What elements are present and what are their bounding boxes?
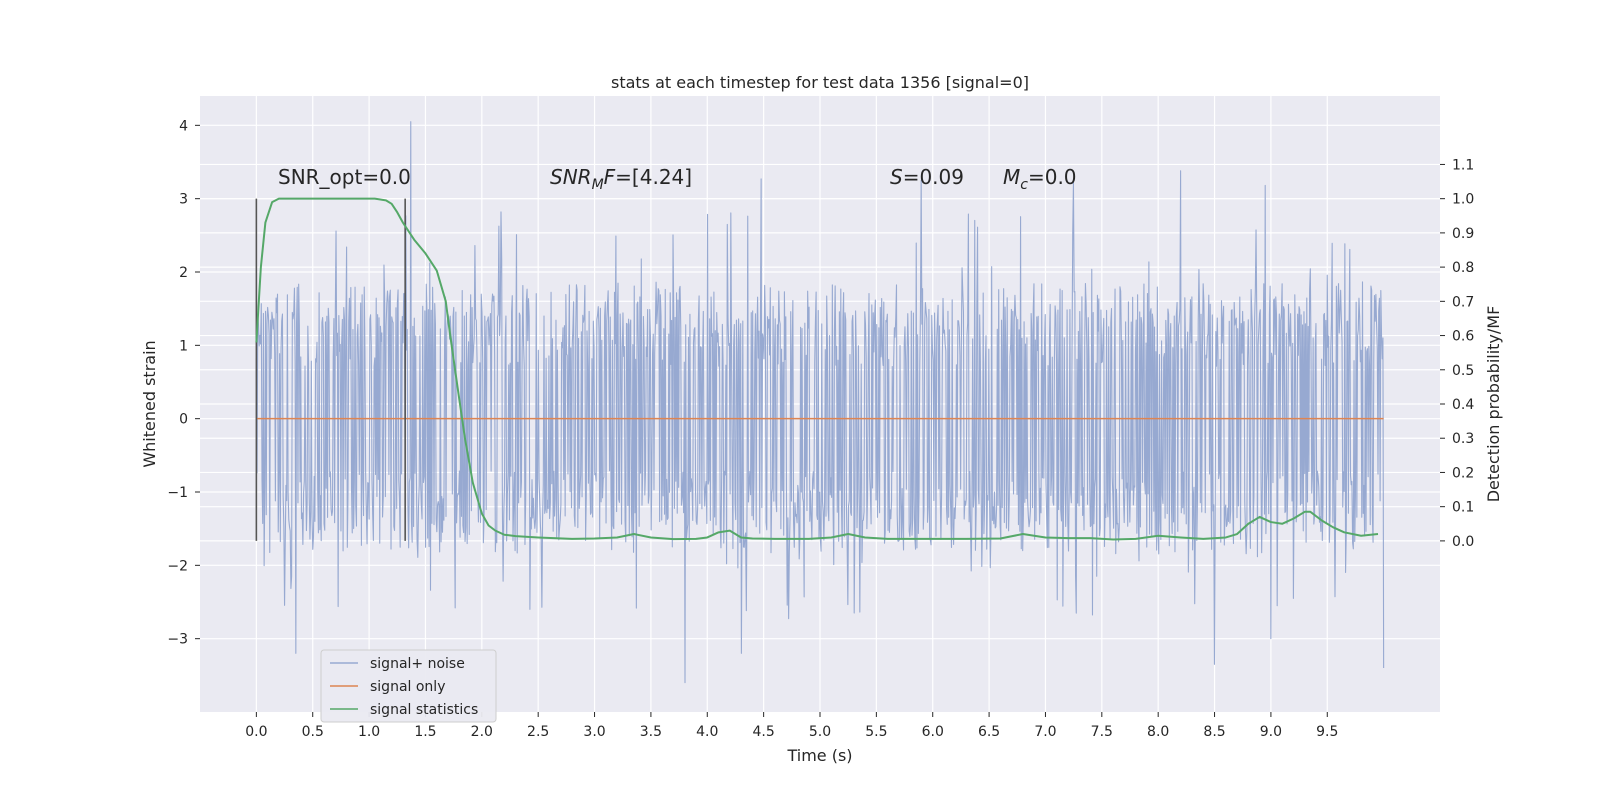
y-left-tick-label-0: 4 [179,118,188,134]
y-right-tick-label-10: 0.1 [1452,500,1474,516]
x-tick-label-0: 0.0 [245,724,267,740]
y-right-tick-label-7: 0.4 [1452,397,1474,413]
x-tick-label-19: 9.5 [1316,724,1338,740]
y-left-tick-label-5: −1 [167,485,188,501]
y-right-tick-label-9: 0.2 [1452,465,1474,481]
x-tick-label-12: 6.0 [922,724,944,740]
s-value: =0.09 [903,165,964,189]
x-tick-label-14: 7.0 [1034,724,1056,740]
y-left-tick-label-1: 3 [179,192,188,208]
x-tick-label-4: 2.0 [471,724,493,740]
x-tick-label-18: 9.0 [1260,724,1282,740]
annotation-snr-mf: SNRMF=[4.24] [550,165,692,193]
y-left-tick-label-7: −3 [167,632,188,648]
y-right-tick-label-6: 0.5 [1452,363,1474,379]
x-tick-label-15: 7.5 [1091,724,1113,740]
y-right-tick-label-11: 0.0 [1452,534,1474,550]
y-right-tick-label-0: 1.1 [1452,157,1474,173]
x-tick-label-8: 4.0 [696,724,718,740]
x-tick-label-11: 5.5 [865,724,887,740]
y-left-tick-label-6: −2 [167,558,188,574]
annotation-mc: Mc=0.0 [1003,165,1077,193]
y-right-tick-label-1: 1.0 [1452,192,1474,208]
y-left-tick-label-4: 0 [179,412,188,428]
series-signal-plus-noise [255,121,1385,684]
tick-labels: 0.0 0.5 1.0 1.5 2.0 2.5 3.0 3.5 4.0 4.5 5.0 5.5 6.0 6… [167,118,1474,740]
x-tick-label-9: 4.5 [753,724,775,740]
chart-title: stats at each timestep for test data 135… [611,73,1029,92]
annotation-s: S=0.09 [890,165,964,189]
x-tick-label-2: 1.0 [358,724,380,740]
x-tick-label-6: 3.0 [583,724,605,740]
x-tick-label-16: 8.0 [1147,724,1169,740]
legend-label-statistics: signal statistics [370,702,478,718]
x-tick-label-17: 8.5 [1203,724,1225,740]
y-right-tick-label-2: 0.9 [1452,226,1474,242]
x-tick-label-13: 6.5 [978,724,1000,740]
y-left-tick-label-2: 2 [179,265,188,281]
annotation-snr-opt: SNR_opt=0.0 [278,165,411,189]
y-right-tick-label-3: 0.8 [1452,260,1474,276]
mc-symbol: M [1003,165,1020,189]
snr-mf-f: F [604,165,616,189]
s-symbol: S [890,165,903,189]
mc-value: =0.0 [1028,165,1077,189]
y-axis-label-left: Whitened strain [140,340,159,467]
legend-box [320,649,497,723]
y-right-tick-label-4: 0.7 [1452,294,1474,310]
series-signal-statistics [255,197,1379,541]
y-left-tick-label-3: 1 [179,338,188,354]
mc-sub: c [1020,177,1028,193]
snr-mf-symbol: SNR [550,165,592,189]
noise-line [255,121,1385,684]
y-right-tick-label-8: 0.3 [1452,431,1474,447]
legend-label-noise: signal+ noise [370,656,465,672]
x-tick-label-7: 3.5 [640,724,662,740]
y-axis-label-right: Detection probability/MF [1484,306,1503,503]
vertical-markers [255,198,406,541]
x-tick-label-3: 1.5 [414,724,436,740]
x-tick-label-5: 2.5 [527,724,549,740]
statistics-line [255,197,1379,541]
x-axis-label: Time (s) [786,746,852,765]
snr-mf-sub: M [592,177,604,193]
x-tick-label-10: 5.0 [809,724,831,740]
y-right-tick-label-5: 0.6 [1452,329,1474,345]
snr-mf-value: =[4.24] [615,165,692,189]
legend-label-signal-only: signal only [370,679,445,695]
x-tick-label-1: 0.5 [302,724,324,740]
legend: signal+ noise signal only signal statist… [320,649,497,723]
